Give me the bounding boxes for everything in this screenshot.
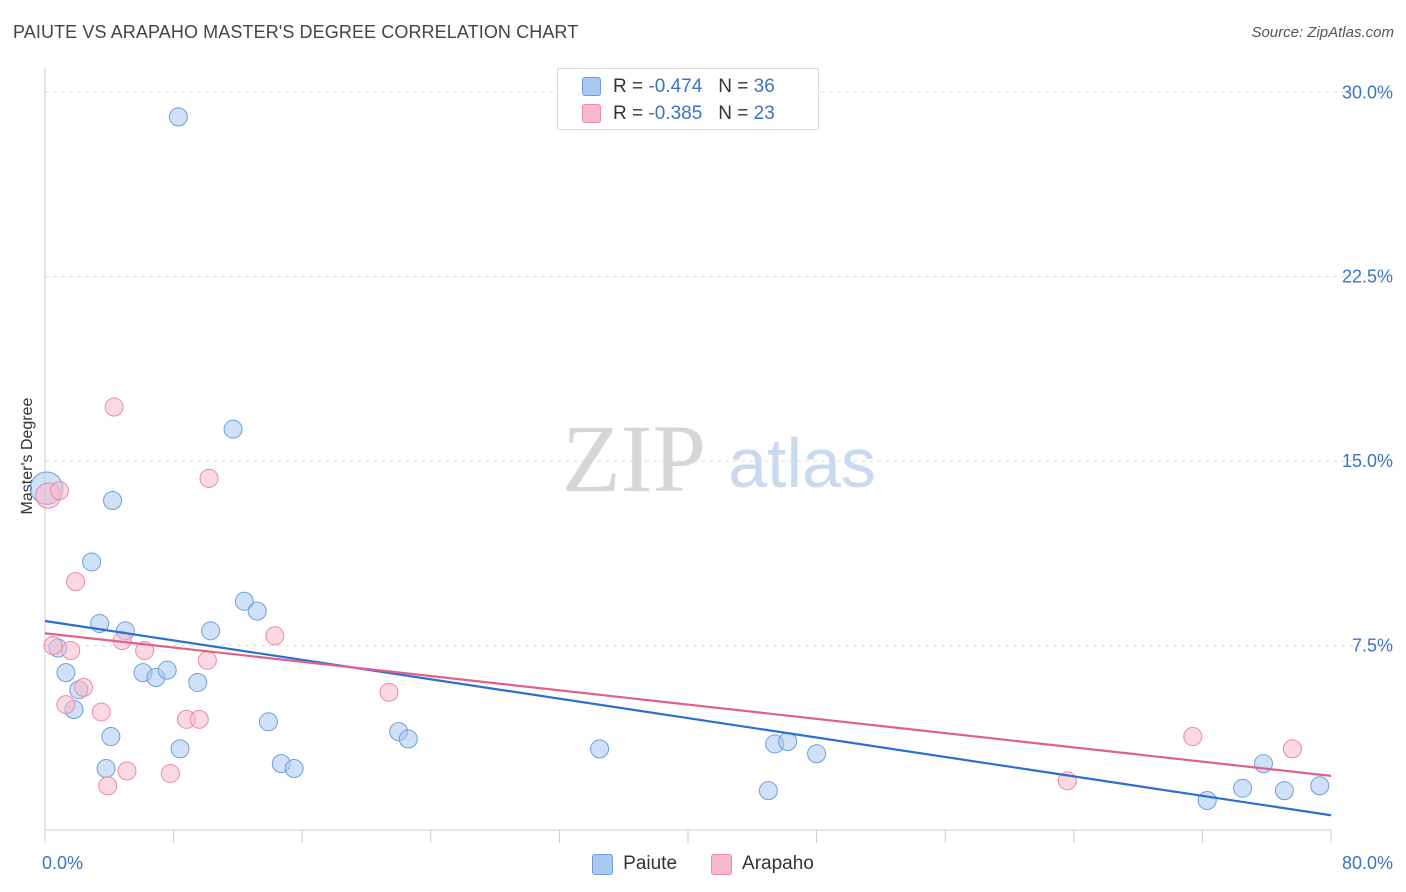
paiute-trend-line bbox=[44, 619, 1332, 817]
paiute-point bbox=[96, 759, 116, 779]
grid-lines bbox=[45, 91, 1366, 647]
paiute-r-label: R = bbox=[613, 75, 644, 97]
arapaho-point bbox=[61, 640, 81, 660]
legend-row-paiute: R = -0.474 N = 36 bbox=[582, 73, 775, 100]
paiute-point bbox=[258, 712, 278, 732]
paiute-n-value: 36 bbox=[753, 75, 775, 97]
arapaho-n-value: 23 bbox=[753, 102, 775, 124]
arapaho-point bbox=[265, 626, 285, 646]
arapaho-r-value: -0.385 bbox=[648, 102, 703, 124]
y-tick-label: 22.5% bbox=[1342, 267, 1393, 287]
arapaho-legend-label: Arapaho bbox=[742, 853, 814, 874]
correlation-legend: R = -0.474 N = 36 R = -0.385 N = 23 bbox=[557, 68, 819, 130]
x-tick-labels: 0.0% 80.0% bbox=[42, 853, 1393, 873]
arapaho-point bbox=[56, 695, 76, 715]
paiute-point bbox=[223, 419, 243, 439]
y-tick-labels: 7.5% 15.0% 22.5% 30.0% bbox=[1342, 82, 1393, 655]
arapaho-point bbox=[66, 572, 86, 592]
arapaho-n-label: N = bbox=[718, 102, 749, 124]
x-tick-label-max: 80.0% bbox=[1342, 853, 1393, 873]
paiute-n-label: N = bbox=[718, 75, 749, 97]
paiute-point bbox=[56, 663, 76, 683]
paiute-point bbox=[168, 107, 188, 127]
paiute-point bbox=[82, 552, 102, 572]
paiute-legend-label: Paiute bbox=[623, 853, 678, 874]
paiute-point bbox=[188, 672, 208, 692]
arapaho-swatch-icon bbox=[582, 104, 601, 123]
watermark: ZIP atlas bbox=[562, 405, 876, 512]
paiute-point bbox=[1310, 776, 1330, 796]
paiute-swatch-icon bbox=[582, 77, 601, 96]
arapaho-point bbox=[117, 761, 137, 781]
arapaho-points bbox=[35, 397, 1302, 796]
arapaho-point bbox=[43, 636, 63, 656]
source-credit: Source: ZipAtlas.com bbox=[1251, 24, 1394, 41]
paiute-point bbox=[201, 621, 221, 641]
arapaho-trend-line bbox=[44, 632, 1332, 777]
paiute-point bbox=[1233, 778, 1253, 798]
trend-lines bbox=[44, 619, 1332, 817]
arapaho-point bbox=[189, 709, 209, 729]
legend-row-arapaho: R = -0.385 N = 23 bbox=[582, 100, 775, 127]
y-tick-label: 7.5% bbox=[1352, 636, 1393, 656]
x-tick-label-min: 0.0% bbox=[42, 853, 83, 873]
paiute-point bbox=[101, 727, 121, 747]
paiute-point bbox=[758, 781, 778, 801]
chart-title: PAIUTE VS ARAPAHO MASTER'S DEGREE CORREL… bbox=[13, 22, 579, 42]
arapaho-point bbox=[199, 468, 219, 488]
arapaho-point bbox=[74, 677, 94, 697]
paiute-point bbox=[103, 490, 123, 510]
arapaho-legend-swatch-icon bbox=[711, 853, 733, 875]
paiute-r-value: -0.474 bbox=[648, 75, 703, 97]
paiute-point bbox=[1197, 790, 1217, 810]
legend-item-arapaho[interactable]: Arapaho bbox=[711, 853, 814, 875]
arapaho-point bbox=[160, 763, 180, 783]
paiute-point bbox=[1274, 781, 1294, 801]
watermark-atlas: atlas bbox=[728, 424, 876, 502]
arapaho-r-label: R = bbox=[613, 102, 644, 124]
axes bbox=[44, 68, 1332, 843]
arapaho-point bbox=[135, 640, 155, 660]
paiute-point bbox=[807, 744, 827, 764]
paiute-legend-swatch-icon bbox=[592, 853, 614, 875]
series-legend: Paiute Arapaho bbox=[0, 851, 1406, 877]
paiute-point bbox=[157, 660, 177, 680]
y-tick-label: 15.0% bbox=[1342, 451, 1393, 471]
legend-item-paiute[interactable]: Paiute bbox=[592, 853, 677, 875]
arapaho-point bbox=[1282, 739, 1302, 759]
paiute-point bbox=[234, 591, 254, 611]
arapaho-point bbox=[1183, 727, 1203, 747]
paiute-point bbox=[170, 739, 190, 759]
paiute-point bbox=[284, 759, 304, 779]
watermark-zip: ZIP bbox=[562, 405, 706, 512]
paiute-point bbox=[247, 601, 267, 621]
arapaho-point bbox=[104, 397, 124, 417]
arapaho-point bbox=[98, 776, 118, 796]
arapaho-point bbox=[197, 650, 217, 670]
y-tick-label: 30.0% bbox=[1342, 82, 1393, 102]
arapaho-point bbox=[91, 702, 111, 722]
paiute-point bbox=[398, 729, 418, 749]
paiute-point bbox=[590, 739, 610, 759]
arapaho-point bbox=[49, 481, 69, 501]
arapaho-point bbox=[379, 682, 399, 702]
